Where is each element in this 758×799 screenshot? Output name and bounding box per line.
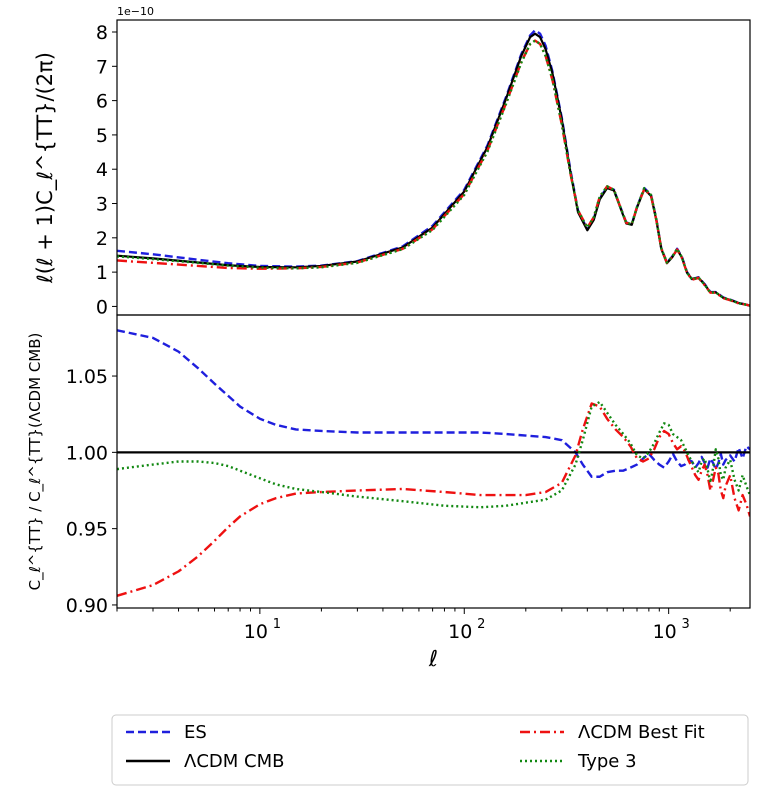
top-series-line--cdm-best-fit	[117, 39, 750, 307]
top-y-tick-label: 2	[96, 228, 108, 250]
bottom-axes-frame	[116, 314, 751, 609]
bottom-series-group	[117, 329, 750, 597]
bottom-y-axis-ticks: 0.90 0.95 1.00 1.05	[66, 366, 117, 617]
top-y-axis-label-text: ℓ(ℓ + 1)C_ℓ^{TT}/(2π)	[33, 52, 58, 284]
top-y-tick-label: 1	[96, 262, 108, 284]
top-y-tick-label: 8	[96, 22, 108, 44]
x-tick-exponent: 1	[273, 617, 281, 632]
top-series-group	[117, 29, 750, 307]
bottom-y-tick-label: 0.90	[66, 595, 108, 617]
top-y-tick-label: 7	[96, 56, 108, 78]
x-tick-label: 10	[653, 621, 677, 643]
top-y-tick-label: 4	[96, 159, 108, 181]
x-tick-label: 10	[448, 621, 472, 643]
legend-label: ΛCDM Best Fit	[578, 722, 705, 743]
bottom-panel: 0.90 0.95 1.00 1.05 10 1 10 2 10 3 ℓ C_ℓ^{TT} / …	[26, 314, 751, 672]
top-y-tick-label: 5	[96, 125, 108, 147]
x-tick-exponent: 3	[682, 617, 690, 632]
bottom-series-line-type-3	[117, 400, 750, 509]
bottom-x-axis-ticks: 10 1 10 2 10 3	[116, 608, 731, 643]
bottom-series-line--cdm-best-fit	[117, 402, 750, 597]
legend: ES ΛCDM CMB ΛCDM Best Fit Type 3	[111, 714, 749, 786]
legend-label: Type 3	[577, 751, 637, 772]
bottom-series-line-es	[117, 329, 750, 478]
bottom-y-tick-label: 1.00	[66, 442, 108, 464]
top-y-axis-ticks: 0 1 2 3 4 5 6 7 8	[96, 22, 117, 318]
x-tick-exponent: 2	[477, 617, 485, 632]
bottom-y-axis-label-text: C_ℓ^{TT} / C_ℓ^{TT}(ΛCDM CMB)	[26, 333, 45, 591]
top-y-tick-label: 6	[96, 91, 108, 113]
bottom-y-tick-label: 1.05	[66, 366, 108, 388]
top-y-axis-label: ℓ(ℓ + 1)C_ℓ^{TT}/(2π)	[33, 52, 58, 284]
x-axis-label: ℓ	[428, 647, 438, 672]
legend-label: ES	[184, 722, 207, 743]
top-y-tick-label: 3	[96, 194, 108, 216]
top-axes-frame	[116, 19, 751, 316]
top-y-tick-label: 0	[96, 296, 108, 318]
legend-label: ΛCDM CMB	[184, 751, 284, 772]
bottom-y-tick-label: 0.95	[66, 519, 108, 541]
legend-box	[111, 714, 749, 786]
bottom-y-axis-label: C_ℓ^{TT} / C_ℓ^{TT}(ΛCDM CMB)	[26, 333, 45, 591]
x-tick-label: 10	[244, 621, 268, 643]
top-panel: 0 1 2 3 4 5 6 7 8 1e−10 ℓ(ℓ + 1)C_ℓ^{TT}/(2π)	[33, 5, 751, 318]
top-offset-text: 1e−10	[117, 5, 154, 18]
